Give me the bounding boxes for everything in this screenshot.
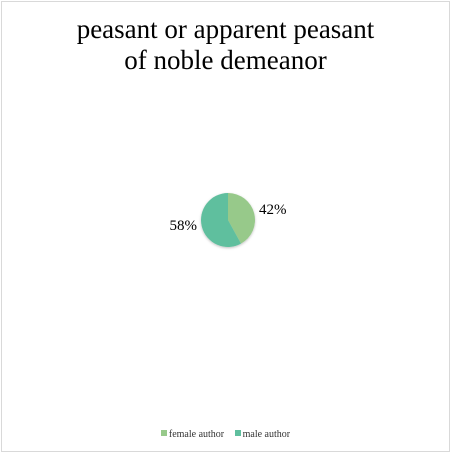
legend: female author male author (0, 429, 451, 440)
pie-slice-male-author (201, 193, 242, 248)
chart-title-line-1: peasant or apparent peasant (76, 14, 375, 44)
chart-title: peasant or apparent peasant of noble dem… (0, 14, 451, 76)
legend-item-male-author: male author (234, 429, 291, 440)
legend-item-female-author: female author (160, 429, 225, 440)
legend-label-female-author: female author (168, 429, 225, 440)
slice-label-male-author: 58% (170, 218, 198, 234)
legend-swatch-male-author (234, 430, 241, 436)
chart-title-line-2: of noble demeanor (124, 45, 327, 75)
legend-label-male-author: male author (242, 429, 291, 440)
legend-swatch-female-author (160, 430, 167, 436)
pie-slice-female-author (228, 193, 256, 244)
slice-label-female-author: 42% (259, 202, 287, 218)
pie-slices (201, 193, 256, 248)
